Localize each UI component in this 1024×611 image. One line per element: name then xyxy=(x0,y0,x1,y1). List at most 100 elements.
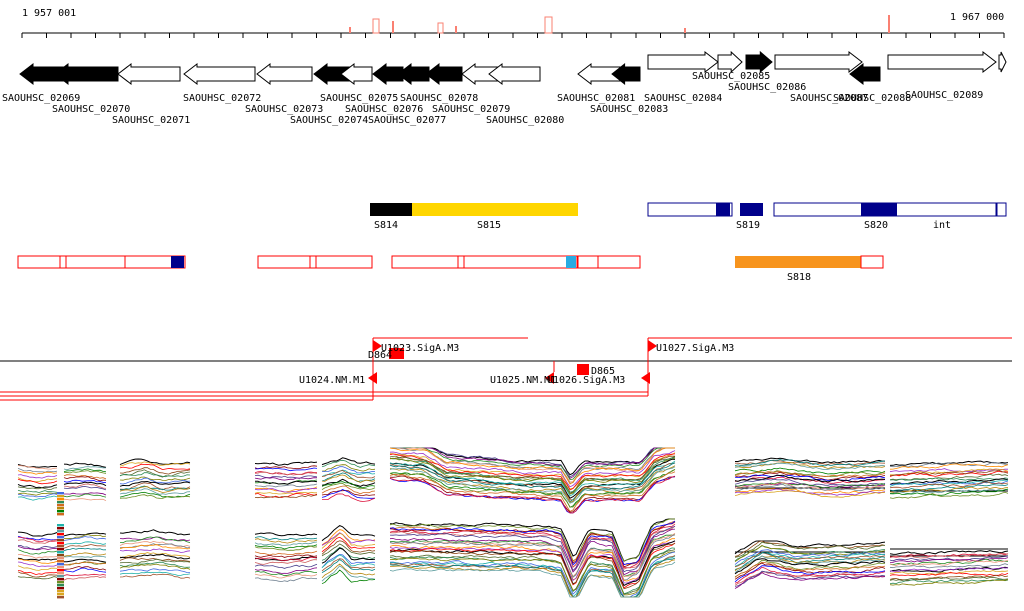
expression-line xyxy=(321,474,376,483)
expression-line xyxy=(389,460,676,497)
expression-panel xyxy=(254,532,318,583)
expression-line xyxy=(389,534,676,581)
gene-arrow[interactable] xyxy=(183,62,256,86)
transcript-box[interactable] xyxy=(370,203,412,216)
gene-arrow[interactable] xyxy=(998,51,1007,73)
expression-line xyxy=(17,554,58,559)
expression-line xyxy=(321,493,376,502)
gene-arrow[interactable] xyxy=(849,62,881,86)
expression-line xyxy=(321,490,376,496)
gene-arrow[interactable] xyxy=(340,62,373,86)
operon-box[interactable] xyxy=(577,255,641,269)
expression-line xyxy=(734,474,886,483)
expression-line xyxy=(119,476,191,481)
expression-colorbar-cell xyxy=(57,542,64,545)
expression-line xyxy=(17,545,58,551)
expression-line xyxy=(17,557,58,561)
transcript-box[interactable] xyxy=(861,203,897,216)
operon-box[interactable] xyxy=(735,256,861,268)
expression-line xyxy=(389,542,676,590)
expression-line xyxy=(389,518,675,562)
expression-line xyxy=(889,559,1009,566)
expression-line xyxy=(63,561,107,566)
expression-line xyxy=(119,536,191,544)
expression-colorbar-cell xyxy=(57,551,64,554)
terminator-box[interactable] xyxy=(389,348,404,359)
gene-arrow[interactable] xyxy=(647,50,719,74)
expression-line xyxy=(389,526,676,573)
transcript-box[interactable] xyxy=(740,203,763,216)
expression-line xyxy=(734,541,886,558)
gene-arrow[interactable] xyxy=(425,62,463,86)
transcript-label: S814 xyxy=(374,220,398,231)
expression-line xyxy=(17,478,58,485)
operon-box[interactable] xyxy=(860,255,884,269)
expression-line xyxy=(17,486,58,490)
expression-colorbar-cell xyxy=(57,524,64,527)
ruler-start-coordinate: 1 957 001 xyxy=(22,8,77,19)
gene-arrow[interactable] xyxy=(717,50,743,74)
promoter-flag[interactable] xyxy=(648,340,657,352)
expression-line xyxy=(119,488,191,495)
transcript-label: int xyxy=(933,220,951,231)
expression-line xyxy=(321,565,376,582)
promoter-flag[interactable] xyxy=(545,372,554,384)
expression-line xyxy=(889,468,1009,473)
expression-colorbar-cell xyxy=(57,510,64,513)
operon-box[interactable] xyxy=(17,255,186,269)
expression-line xyxy=(889,566,1009,572)
operon-box[interactable] xyxy=(391,255,578,269)
expression-colorbar-cell xyxy=(57,584,64,587)
promoter-flag[interactable] xyxy=(641,372,650,384)
expression-line xyxy=(17,492,58,496)
annotation-label: U1024.NM.M1 xyxy=(299,375,365,386)
promoter-flag[interactable] xyxy=(368,372,377,384)
transcript-box[interactable] xyxy=(996,202,1007,217)
expression-panel xyxy=(389,447,676,514)
expression-line xyxy=(889,491,1009,499)
transcript-box[interactable] xyxy=(716,203,730,216)
expression-line xyxy=(389,450,676,488)
expression-line xyxy=(119,461,191,467)
promoter-flag[interactable] xyxy=(373,340,382,352)
expression-line xyxy=(254,563,318,569)
expression-line xyxy=(734,552,886,568)
gene-arrow[interactable] xyxy=(611,62,641,86)
expression-colorbar-cell xyxy=(57,507,64,510)
expression-panel xyxy=(889,550,1009,586)
operon-box[interactable] xyxy=(257,255,373,269)
expression-line xyxy=(17,495,58,501)
operon-box[interactable] xyxy=(566,256,576,268)
expression-line xyxy=(321,569,376,585)
expression-line xyxy=(321,559,376,574)
expression-panel xyxy=(889,460,1009,499)
annotation-label: U1023.SigA.M3 xyxy=(381,343,459,354)
expression-line xyxy=(389,453,676,491)
expression-line xyxy=(17,546,58,551)
expression-line xyxy=(255,467,318,472)
gene-arrow[interactable] xyxy=(117,62,181,86)
expression-line xyxy=(63,476,107,482)
gene-arrow[interactable] xyxy=(256,62,313,86)
transcript-box[interactable] xyxy=(412,203,578,216)
gene-label: SAOUHSC_02069 xyxy=(2,93,80,104)
expression-line xyxy=(734,482,886,492)
gene-arrow[interactable] xyxy=(745,50,773,74)
expression-line xyxy=(254,545,318,551)
expression-line xyxy=(889,558,1008,566)
gene-label: SAOUHSC_02084 xyxy=(644,93,722,104)
gene-arrow[interactable] xyxy=(488,62,541,86)
gene-arrow[interactable] xyxy=(887,50,997,74)
expression-line xyxy=(63,468,107,473)
terminator-box[interactable] xyxy=(577,364,589,375)
expression-colorbar-cell xyxy=(57,572,64,575)
gene-arrow[interactable] xyxy=(774,50,863,74)
expression-line xyxy=(119,563,191,570)
expression-line xyxy=(321,563,376,579)
transcript-box[interactable] xyxy=(647,202,733,217)
expression-line xyxy=(321,464,376,472)
operon-box[interactable] xyxy=(171,256,184,268)
expression-line xyxy=(389,475,676,514)
gene-arrow[interactable] xyxy=(54,62,119,86)
